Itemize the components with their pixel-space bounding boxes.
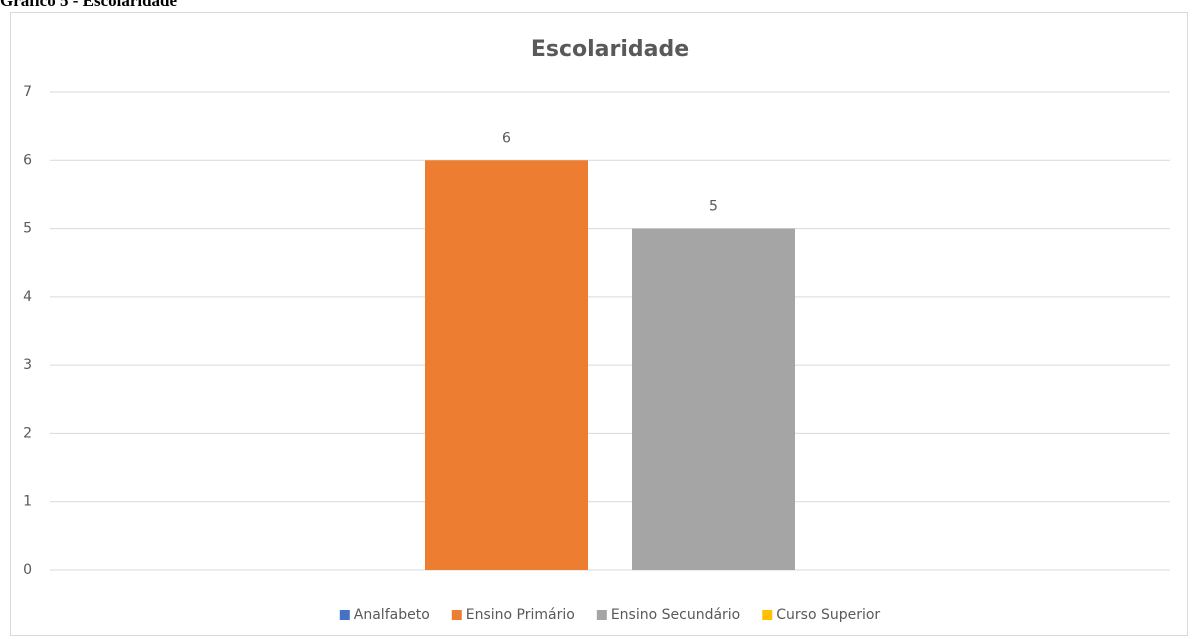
bar [425, 160, 588, 571]
data-label: 6 [502, 130, 511, 146]
data-label: 5 [709, 199, 718, 215]
y-tick-label: 5 [23, 221, 32, 237]
bar [632, 228, 795, 571]
legend-swatch [596, 610, 607, 620]
legend-swatch [451, 610, 462, 620]
legend-label: Curso Superior [776, 607, 880, 623]
y-tick-label: 6 [23, 152, 32, 168]
chart-title: Escolaridade [531, 37, 689, 62]
y-tick-label: 1 [23, 494, 32, 510]
legend-label: Analfabeto [354, 607, 430, 623]
y-tick-label: 4 [23, 289, 32, 305]
y-tick-label: 7 [23, 84, 32, 100]
chart-frame [10, 12, 1188, 636]
y-tick-label: 2 [23, 425, 32, 441]
legend-label: Ensino Primário [466, 607, 575, 623]
caption: Gráfico 5 - Escolaridade [0, 0, 178, 10]
legend-label: Ensino Secundário [611, 607, 740, 623]
y-tick-label: 3 [23, 357, 32, 373]
y-tick-label: 0 [23, 562, 32, 578]
legend-swatch [339, 610, 350, 620]
legend-swatch [762, 610, 773, 620]
